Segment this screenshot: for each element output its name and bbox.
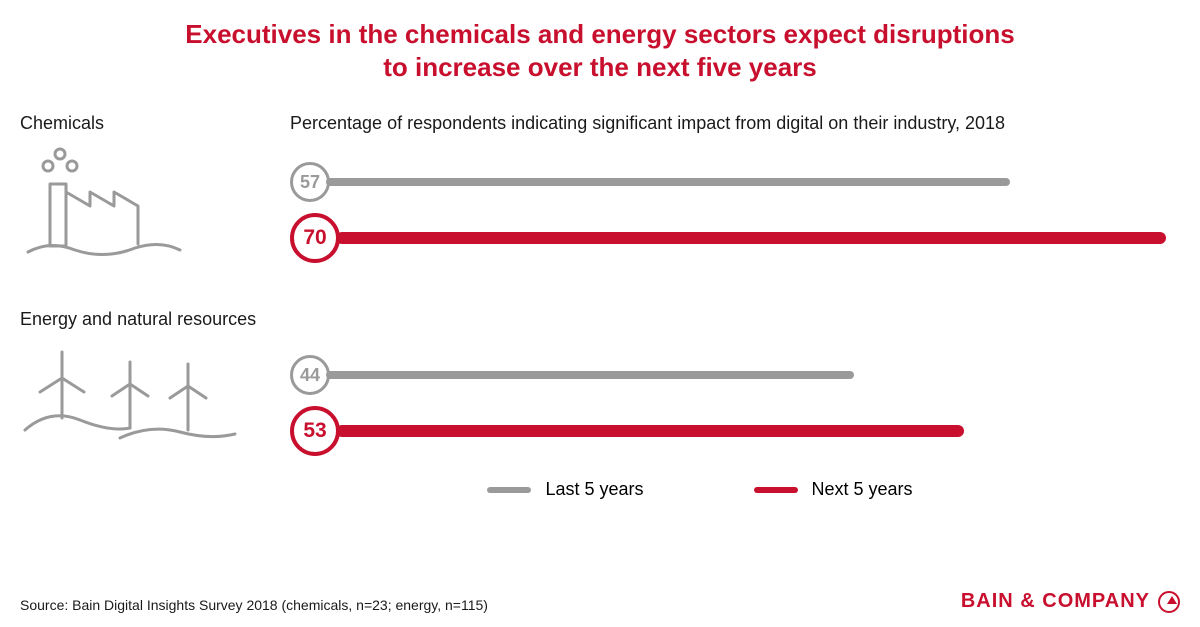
category-section-0: 57 70 <box>0 144 1200 269</box>
legend-item-1: Next 5 years <box>754 479 913 500</box>
bain-logo: BAIN & COMPANY <box>961 590 1180 613</box>
logo-text: BAIN & COMPANY <box>961 590 1150 613</box>
factory-icon <box>20 144 190 264</box>
footer: Source: Bain Digital Insights Survey 201… <box>20 590 1180 613</box>
bars-category-1: 44 53 <box>290 309 1200 459</box>
category-label-1: Energy and natural resources <box>20 309 290 330</box>
compass-icon <box>1158 591 1180 613</box>
bar-value-circle: 44 <box>290 355 330 395</box>
bar-line <box>326 178 1010 186</box>
legend-swatch <box>754 487 798 493</box>
bar-row-1-0: 44 <box>290 347 1190 403</box>
wind-turbines-icon <box>20 338 240 448</box>
title-line-2: to increase over the next five years <box>383 52 817 82</box>
legend: Last 5 years Next 5 years <box>0 479 1200 500</box>
category-label-0: Chemicals <box>20 113 290 134</box>
title-line-1: Executives in the chemicals and energy s… <box>185 19 1014 49</box>
category-section-1: Energy and natural resources <box>0 309 1200 459</box>
bar-row-0-1: 70 <box>290 210 1190 266</box>
legend-label: Next 5 years <box>812 479 913 500</box>
bar-value: 53 <box>303 419 326 443</box>
bar-value: 44 <box>300 365 320 386</box>
bar-line <box>336 425 964 437</box>
bar-line <box>336 232 1166 244</box>
bar-value-circle: 57 <box>290 162 330 202</box>
bar-value: 70 <box>303 226 326 250</box>
bar-value-circle: 53 <box>290 406 340 456</box>
legend-item-0: Last 5 years <box>487 479 643 500</box>
bar-value-circle: 70 <box>290 213 340 263</box>
bar-row-0-0: 57 <box>290 154 1190 210</box>
legend-label: Last 5 years <box>545 479 643 500</box>
source-text: Source: Bain Digital Insights Survey 201… <box>20 597 488 613</box>
legend-swatch <box>487 487 531 493</box>
chart-title: Executives in the chemicals and energy s… <box>0 0 1200 83</box>
header-row: Chemicals Percentage of respondents indi… <box>0 113 1200 134</box>
chart-subtitle: Percentage of respondents indicating sig… <box>290 113 1190 134</box>
bars-category-0: 57 70 <box>290 144 1200 269</box>
bar-value: 57 <box>300 172 320 193</box>
bar-row-1-1: 53 <box>290 403 1190 459</box>
bar-line <box>326 371 854 379</box>
